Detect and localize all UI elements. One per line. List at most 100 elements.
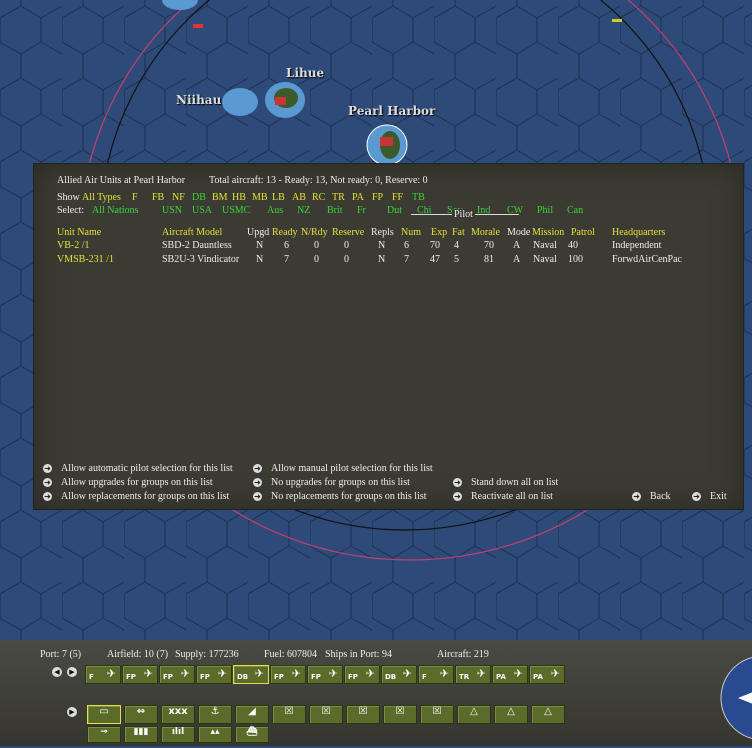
industry-button[interactable]: ılıl	[161, 726, 195, 743]
arrow-icon: ➜	[253, 464, 262, 474]
filter-type-nf[interactable]: NF	[172, 192, 185, 203]
air-group-button-9[interactable]: ✈ F	[418, 665, 454, 684]
filter-nation-brit[interactable]: Brit	[327, 205, 343, 216]
filter-nation-phil[interactable]: Phil	[537, 205, 554, 216]
shipyard-button[interactable]: ⛴	[235, 726, 269, 743]
action-allow-automatic-pilot-selection-for-this-list[interactable]: ➜ Allow automatic pilot selection for thi…	[43, 463, 233, 474]
column-header-ready[interactable]: Ready	[272, 227, 298, 238]
prev-arrow-icon[interactable]: ◀	[52, 667, 62, 677]
filter-nation-dut[interactable]: Dut	[387, 205, 402, 216]
filter-type-pa[interactable]: PA	[352, 192, 364, 203]
filter-nation-fr[interactable]: Fr	[357, 205, 366, 216]
filter-type-tb[interactable]: TB	[412, 192, 425, 203]
action-allow-upgrades-for-groups-on-this-list[interactable]: ➜ Allow upgrades for groups on this list	[43, 477, 213, 488]
column-header-headquarters[interactable]: Headquarters	[612, 227, 666, 238]
column-header-patrol[interactable]: Patrol	[571, 227, 595, 238]
infantry-unit-button[interactable]: ☒	[272, 705, 306, 724]
filter-nation-all-nations[interactable]: All Nations	[92, 205, 139, 216]
column-header-aircraft-model[interactable]: Aircraft Model	[162, 227, 223, 238]
filter-nation-usmc[interactable]: USMC	[222, 205, 251, 216]
column-header-mission[interactable]: Mission	[532, 227, 565, 238]
air-group-button-8[interactable]: ✈ DB	[381, 665, 417, 684]
filter-nation-can[interactable]: Can	[567, 205, 584, 216]
filter-type-bm[interactable]: BM	[212, 192, 228, 203]
filter-type-fb[interactable]: FB	[152, 192, 165, 203]
filter-type-ff[interactable]: FF	[392, 192, 404, 203]
column-header-morale[interactable]: Morale	[471, 227, 500, 238]
filter-type-fp[interactable]: FP	[372, 192, 384, 203]
table-row[interactable]: VB-2 /1 SBD-2 Dauntless N 6 0 0 N 6 70 4 70 A Naval 4…	[34, 240, 734, 253]
filter-type-lb[interactable]: LB	[272, 192, 285, 203]
action-no-replacements-for-groups-on-this-list[interactable]: ➜ No replacements for groups on this list	[253, 491, 427, 502]
table-row[interactable]: VMSB-231 /1 SB2U-3 Vindicator N 7 0 0 N 7 47 5 81 A…	[34, 254, 734, 267]
action-back[interactable]: ➜ Back	[632, 491, 671, 502]
artillery-unit-button[interactable]: △	[494, 705, 528, 724]
resources-button[interactable]: ▴▴	[198, 726, 232, 743]
infantry-unit-button[interactable]: ☒	[420, 705, 454, 724]
air-group-button-3[interactable]: ✈ FP	[196, 665, 232, 684]
column-header-fat[interactable]: Fat	[452, 227, 465, 238]
filter-type-mb[interactable]: MB	[252, 192, 268, 203]
column-header-n-rdy[interactable]: N/Rdy	[301, 227, 328, 238]
column-header-unit-name[interactable]: Unit Name	[57, 227, 102, 238]
artillery-unit-button[interactable]: △	[457, 705, 491, 724]
air-group-button-10[interactable]: ✈ TR	[455, 665, 491, 684]
filter-nation-cw[interactable]: CW	[507, 205, 524, 216]
cell[interactable]: VMSB-231 /1	[57, 254, 114, 265]
filter-nation-chi[interactable]: Chi	[417, 205, 432, 216]
air-group-button-6[interactable]: ✈ FP	[307, 665, 343, 684]
air-group-button-1[interactable]: ✈ FP	[122, 665, 158, 684]
plane-icon: ✈	[328, 667, 338, 680]
column-header-num[interactable]: Num	[401, 227, 421, 238]
filter-type-hb[interactable]: HB	[232, 192, 246, 203]
airfield-button[interactable]: ⊸	[87, 726, 121, 743]
cell: 0	[314, 254, 319, 265]
infantry-unit-button[interactable]: ☒	[383, 705, 417, 724]
air-group-button-5[interactable]: ✈ FP	[270, 665, 306, 684]
air-group-button-12[interactable]: ✈ PA	[529, 665, 565, 684]
infantry-unit-button[interactable]: ☒	[346, 705, 380, 724]
filter-nation-usn[interactable]: USN	[162, 205, 183, 216]
column-header-reserve[interactable]: Reserve	[332, 227, 365, 238]
action-reactivate-all-on-list[interactable]: ➜ Reactivate all on list	[453, 491, 553, 502]
corps-unit-button[interactable]: xxx	[161, 705, 195, 724]
cell: N	[378, 240, 386, 251]
filter-type-f[interactable]: F	[132, 192, 138, 203]
action-allow-replacements-for-groups-on-this-list[interactable]: ➜ Allow replacements for groups on this l…	[43, 491, 229, 502]
air-group-button-2[interactable]: ✈ FP	[159, 665, 195, 684]
filter-type-db[interactable]: DB	[192, 192, 206, 203]
airbase-unit-button[interactable]: ◢	[235, 705, 269, 724]
action-no-upgrades-for-groups-on-this-list[interactable]: ➜ No upgrades for groups on this list	[253, 477, 410, 488]
filter-nation-usa[interactable]: USA	[192, 205, 213, 216]
action-allow-manual-pilot-selection-for-this-list[interactable]: ➜ Allow manual pilot selection for this l…	[253, 463, 433, 474]
column-header-upgd[interactable]: Upgd	[247, 227, 270, 238]
air-group-button-11[interactable]: ✈ PA	[492, 665, 528, 684]
cell[interactable]: VB-2 /1	[57, 240, 90, 251]
hq-unit-button[interactable]: ▭	[87, 705, 121, 724]
arrow-icon: ➜	[253, 478, 262, 488]
air-group-button-0[interactable]: ✈ F	[85, 665, 121, 684]
ship-icon[interactable]	[193, 24, 203, 28]
port-button[interactable]: ▮▮▮	[124, 726, 158, 743]
filter-type-rc[interactable]: RC	[312, 192, 326, 203]
column-header-exp[interactable]: Exp	[431, 227, 448, 238]
column-header-mode[interactable]: Mode	[507, 227, 531, 238]
ship-unit-button[interactable]: ⇔	[124, 705, 158, 724]
air-group-button-7[interactable]: ✈ FP	[344, 665, 380, 684]
artillery-unit-button[interactable]: △	[531, 705, 565, 724]
filter-type-tr[interactable]: TR	[332, 192, 345, 203]
filter-nation-aus[interactable]: Aus	[267, 205, 284, 216]
ship-icon[interactable]	[612, 19, 622, 22]
infantry-unit-button[interactable]: ☒	[309, 705, 343, 724]
next-arrow-icon[interactable]: ▶	[67, 707, 77, 717]
filter-nation-nz[interactable]: NZ	[297, 205, 311, 216]
column-header-repls[interactable]: Repls	[371, 227, 394, 238]
action-stand-down-all-on-list[interactable]: ➜ Stand down all on list	[453, 477, 558, 488]
air-group-button-4[interactable]: ✈ DB	[233, 665, 269, 684]
action-exit[interactable]: ➜ Exit	[692, 491, 727, 502]
naval-base-unit-button[interactable]: ⚓	[198, 705, 232, 724]
filter-nation-ind[interactable]: Ind	[477, 205, 491, 216]
filter-type-all-types[interactable]: All Types	[82, 192, 121, 203]
next-arrow-icon[interactable]: ▶	[67, 667, 77, 677]
filter-type-ab[interactable]: AB	[292, 192, 306, 203]
